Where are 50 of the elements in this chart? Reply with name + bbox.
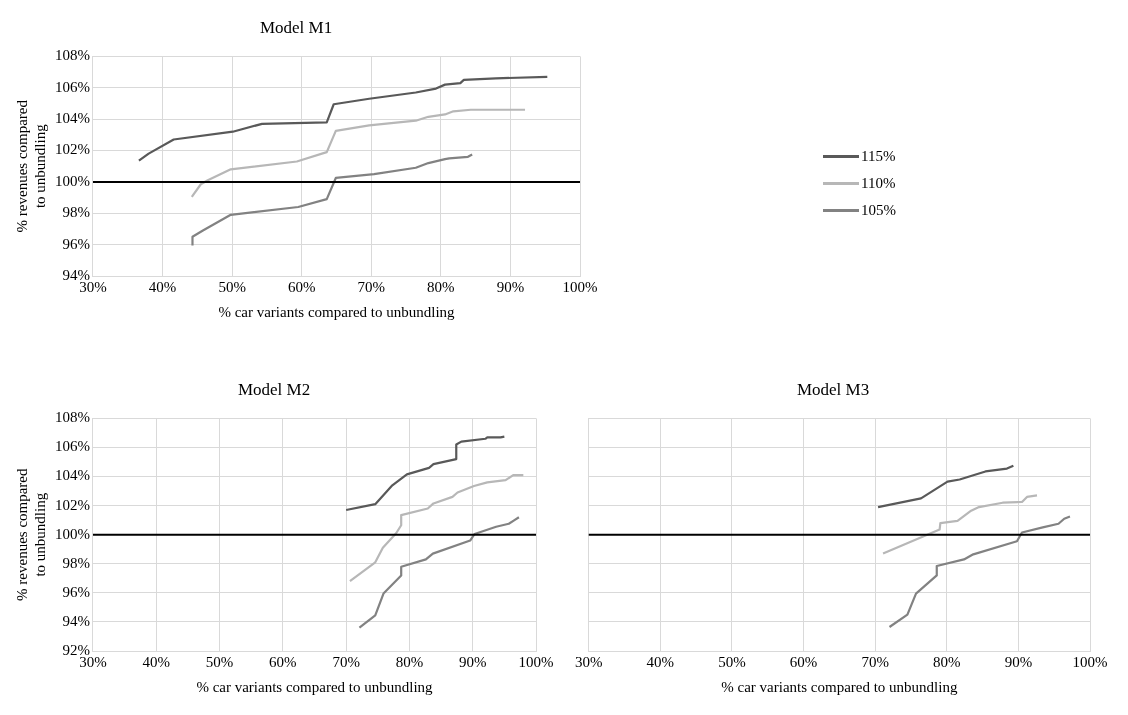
y-axis-title: % revenues compared to unbundling bbox=[13, 467, 48, 601]
x-tick-label: 40% bbox=[148, 278, 177, 295]
y-tick-label: 94% bbox=[62, 612, 90, 629]
y-tick-label: 104% bbox=[55, 110, 90, 127]
x-axis-title: % car variants compared to unbundling bbox=[721, 678, 958, 695]
chart-title: Model M3 bbox=[796, 379, 870, 399]
y-tick-label: 92% bbox=[62, 641, 90, 658]
legend-label: 115% bbox=[861, 148, 896, 165]
chart-title: Model M1 bbox=[259, 17, 333, 37]
x-tick-label: 60% bbox=[287, 278, 316, 295]
y-tick-label: 96% bbox=[62, 583, 90, 600]
x-tick-label: 100% bbox=[562, 278, 598, 295]
y-tick-label: 102% bbox=[55, 496, 90, 513]
x-tick-label: 90% bbox=[458, 653, 487, 670]
y-tick-label: 100% bbox=[55, 172, 90, 189]
x-tick-label: 80% bbox=[395, 653, 424, 670]
y-tick-label: 98% bbox=[62, 204, 90, 221]
x-axis-title: % car variants compared to unbundling bbox=[196, 678, 434, 695]
y-tick-label: 94% bbox=[62, 266, 90, 283]
y-axis-title: % revenues compared to unbundling bbox=[13, 99, 48, 233]
legend-label: 110% bbox=[861, 175, 896, 192]
y-tick-label: 102% bbox=[55, 141, 90, 158]
x-tick-label: 60% bbox=[269, 653, 297, 670]
x-tick-label: 30% bbox=[575, 653, 603, 670]
legend-label: 105% bbox=[861, 202, 896, 219]
x-tick-label: 40% bbox=[646, 653, 675, 670]
y-tick-label: 104% bbox=[55, 467, 90, 484]
x-tick-label: 90% bbox=[496, 278, 525, 295]
x-tick-label: 50% bbox=[205, 653, 234, 670]
x-tick-label: 100% bbox=[1072, 653, 1108, 670]
y-tick-label: 108% bbox=[55, 47, 90, 64]
x-axis-title: % car variants compared to unbundling bbox=[218, 303, 456, 320]
x-tick-label: 90% bbox=[1004, 653, 1033, 670]
x-tick-label: 50% bbox=[718, 653, 746, 670]
y-tick-label: 98% bbox=[62, 554, 90, 571]
x-tick-label: 70% bbox=[332, 653, 360, 670]
y-tick-label: 106% bbox=[55, 438, 90, 455]
x-tick-label: 50% bbox=[218, 278, 246, 295]
x-tick-label: 70% bbox=[357, 278, 386, 295]
x-tick-label: 100% bbox=[518, 653, 554, 670]
y-tick-label: 96% bbox=[62, 235, 90, 252]
chart-title: Model M2 bbox=[237, 379, 311, 399]
x-tick-label: 40% bbox=[142, 653, 171, 670]
y-tick-label: 106% bbox=[55, 78, 90, 95]
y-tick-label: 108% bbox=[55, 409, 90, 426]
x-tick-label: 80% bbox=[427, 278, 455, 295]
x-tick-label: 60% bbox=[789, 653, 818, 670]
x-tick-label: 70% bbox=[861, 653, 889, 670]
x-tick-label: 80% bbox=[933, 653, 961, 670]
y-tick-label: 100% bbox=[55, 525, 90, 542]
